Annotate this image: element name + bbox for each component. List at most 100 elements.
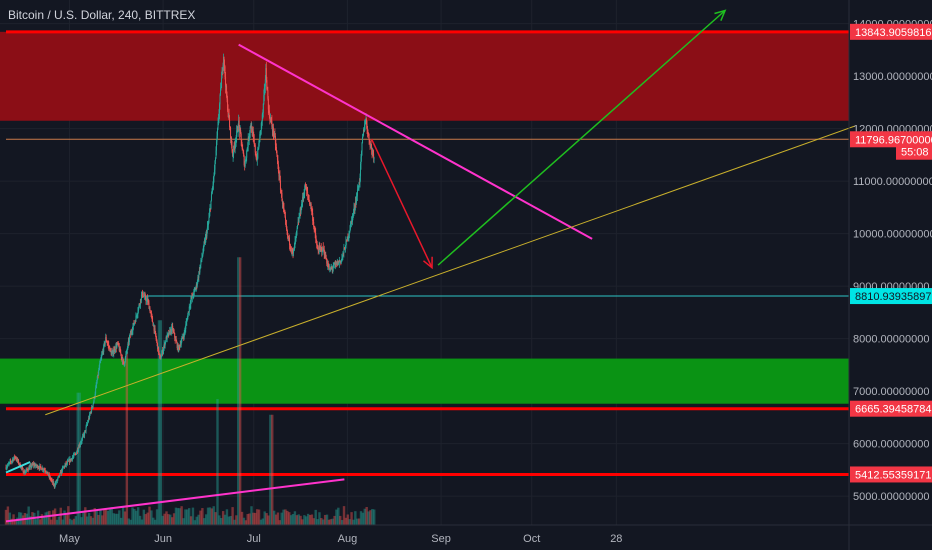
- candle-body: [345, 239, 347, 242]
- candle-body: [59, 471, 61, 474]
- candle-body: [163, 344, 165, 348]
- volume-bar: [172, 513, 176, 525]
- volume-bar: [363, 508, 366, 525]
- candle-body: [217, 121, 219, 129]
- candle-body: [310, 203, 312, 209]
- candle-body: [84, 431, 86, 436]
- candle-body: [43, 469, 45, 471]
- candle-body: [58, 475, 60, 476]
- candle-body: [13, 458, 15, 461]
- volume-bar: [214, 512, 217, 525]
- candle-body: [303, 194, 305, 198]
- volume-bar: [84, 507, 87, 525]
- volume-bar: [348, 519, 351, 525]
- candle-body: [68, 459, 70, 461]
- candle-body: [212, 177, 214, 185]
- candle-body: [257, 148, 259, 159]
- candle-body: [127, 340, 129, 344]
- candle-body: [224, 64, 226, 67]
- candle-body: [298, 221, 300, 223]
- candle-body: [48, 474, 50, 478]
- candle-body: [344, 248, 346, 250]
- candle-body: [219, 104, 221, 114]
- candle-body: [227, 99, 229, 111]
- candle-body: [137, 307, 139, 312]
- candle-body: [326, 259, 328, 264]
- candle-body: [344, 248, 346, 250]
- candle-body: [28, 467, 30, 470]
- candle-body: [46, 471, 48, 473]
- candle-body: [56, 480, 58, 482]
- candle-body: [101, 355, 103, 358]
- candle-body: [195, 284, 197, 288]
- x-tick-label: 28: [610, 533, 622, 545]
- candle-body: [225, 86, 227, 87]
- candle-body: [274, 135, 276, 145]
- candle-body: [116, 342, 118, 346]
- candle-body: [32, 464, 34, 465]
- candle-body: [204, 242, 206, 244]
- candle-body: [153, 325, 155, 331]
- candle-body: [346, 239, 348, 241]
- candle-body: [65, 462, 67, 465]
- candle-body: [25, 471, 27, 473]
- candle-body: [37, 467, 39, 469]
- candle-body: [56, 479, 58, 481]
- candle-body: [289, 237, 291, 246]
- candle-body: [309, 204, 311, 206]
- volume-bar: [199, 510, 202, 525]
- candle-body: [325, 254, 327, 259]
- candle-body: [30, 465, 32, 468]
- candle-body: [357, 188, 359, 190]
- volume-bar: [6, 506, 10, 525]
- x-tick-label: Sep: [431, 533, 451, 545]
- candle-body: [371, 146, 373, 150]
- candle-body: [51, 479, 53, 481]
- candle-body: [213, 175, 215, 178]
- candle-body: [19, 463, 21, 465]
- candle-body: [281, 201, 283, 205]
- volume-bar: [129, 519, 132, 525]
- candle-body: [214, 158, 216, 161]
- price-marker-label: 13843.90598161: [855, 27, 932, 39]
- candle-body: [45, 472, 47, 473]
- volume-bar: [133, 508, 136, 525]
- volume-bar: [246, 514, 249, 525]
- candle-body: [36, 465, 38, 467]
- candle-body: [40, 467, 42, 470]
- breakout-arrow-head: [714, 9, 727, 21]
- candle-body: [227, 110, 229, 114]
- candle-body: [174, 337, 176, 341]
- candle-body: [187, 314, 189, 320]
- candle-body: [21, 466, 23, 468]
- candle-body: [317, 248, 319, 251]
- candle-body: [115, 346, 117, 349]
- candle-body: [361, 151, 363, 157]
- volume-bar: [223, 514, 227, 525]
- volume-bar: [301, 519, 304, 525]
- downtrend-line: [238, 43, 593, 240]
- candle-body: [129, 333, 131, 335]
- candle-body: [332, 266, 334, 269]
- candle-body: [231, 138, 233, 146]
- y-tick-label: 11000.00000000: [853, 176, 932, 188]
- candle-body: [191, 294, 193, 298]
- candle-body: [243, 152, 245, 157]
- candle-body: [261, 121, 263, 124]
- volume-bar: [284, 509, 287, 525]
- rising-support-line: [45, 125, 856, 416]
- candle-body: [109, 348, 111, 352]
- candle-body: [220, 88, 222, 89]
- volume-bar: [203, 518, 206, 525]
- candle-body: [305, 187, 307, 190]
- candle-body: [255, 152, 257, 156]
- candle-body: [269, 118, 271, 121]
- candle-body: [197, 277, 199, 283]
- candle-body: [338, 260, 340, 263]
- candle-body: [88, 418, 90, 420]
- candle-body: [221, 78, 223, 89]
- candle-body: [52, 481, 54, 483]
- candle-body: [114, 348, 116, 352]
- candle-body: [212, 184, 214, 188]
